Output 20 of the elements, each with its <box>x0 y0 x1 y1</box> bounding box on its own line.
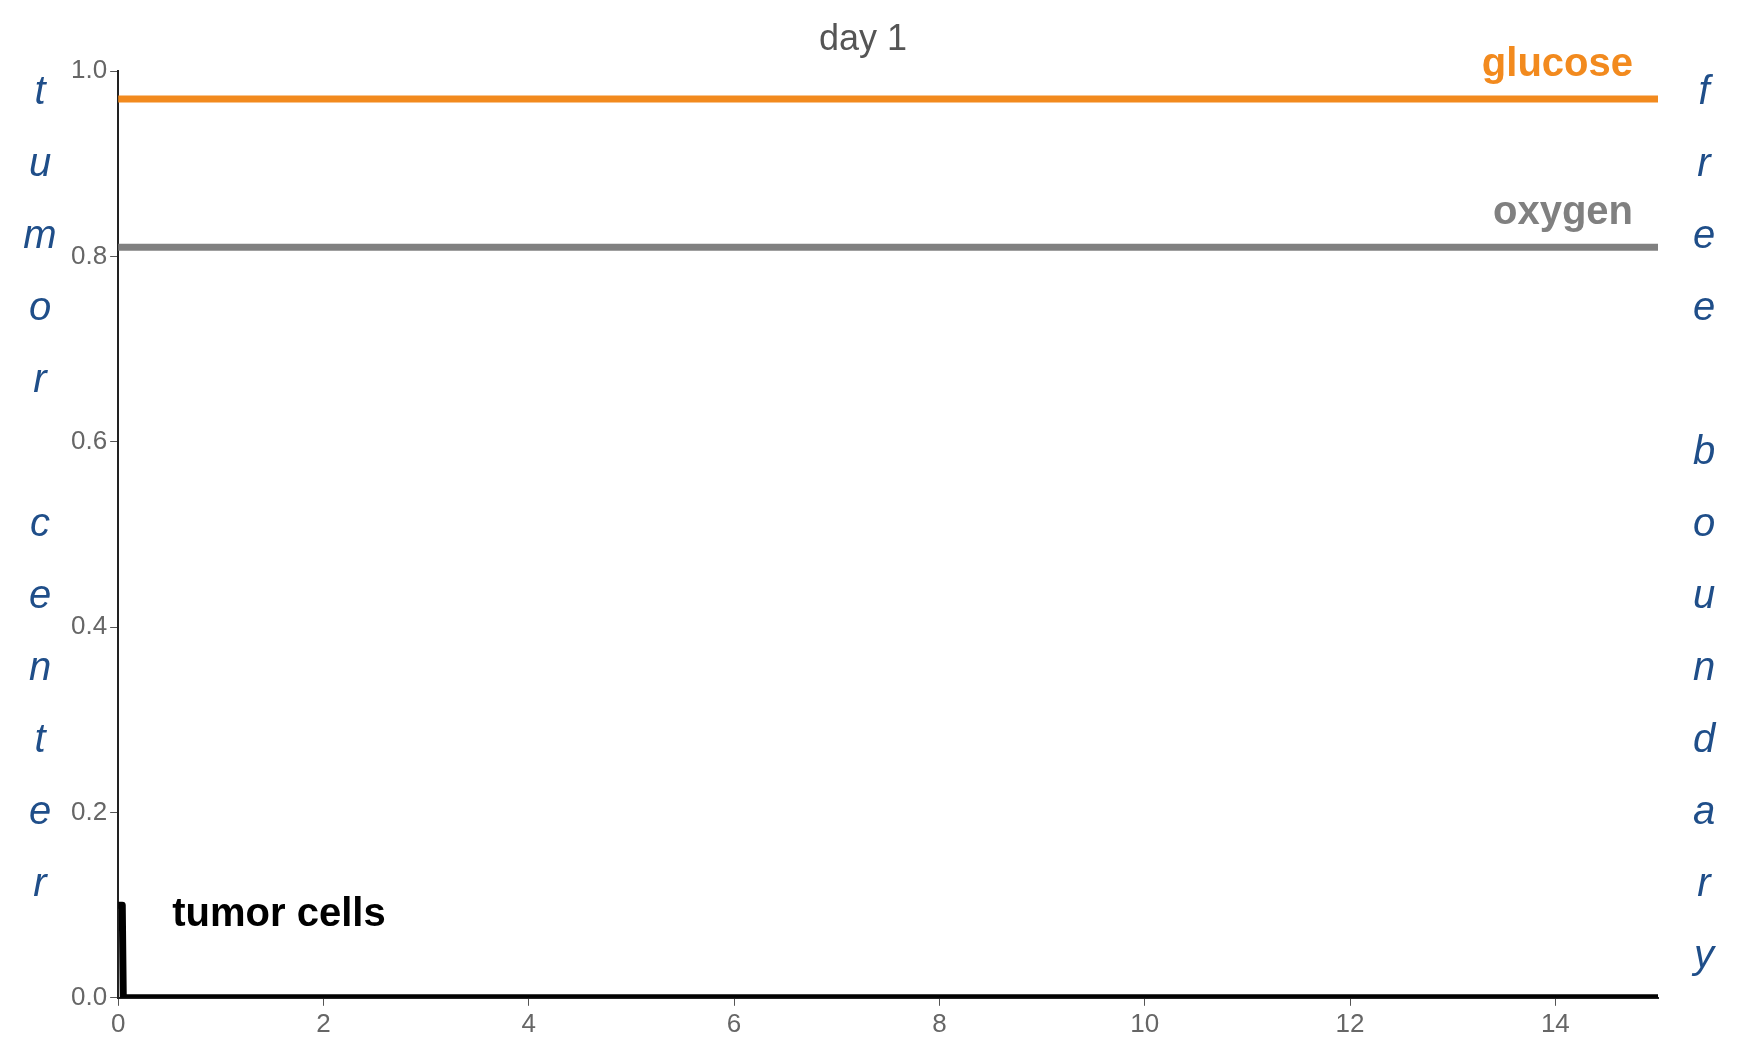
y-tick-label: 0.2 <box>70 795 108 826</box>
x-tick-label: 14 <box>1540 1007 1570 1038</box>
y-tick-label: 0.6 <box>70 425 108 456</box>
x-tick-label: 6 <box>726 1007 742 1038</box>
chart-title: day 1 <box>818 16 908 58</box>
x-tick-label: 2 <box>316 1007 331 1038</box>
series-label: oxygen <box>1492 188 1633 233</box>
series-label: glucose <box>1481 40 1633 85</box>
x-tick-label: 8 <box>932 1007 947 1038</box>
x-tick-label: 12 <box>1335 1007 1365 1038</box>
y2-axis-title: free boundary <box>1682 68 1726 1004</box>
series-label: tumor cells <box>172 890 386 935</box>
x-tick-label: 10 <box>1130 1007 1160 1038</box>
y-axis-title: tumor center <box>18 68 62 932</box>
x-tick-label: 4 <box>521 1007 537 1038</box>
y-tick-label: 0.4 <box>70 610 108 641</box>
y-tick-label: 1.0 <box>70 54 108 85</box>
x-tick-label: 0 <box>110 1007 126 1038</box>
y-tick-label: 0.0 <box>70 980 108 1011</box>
y-tick-label: 0.8 <box>70 239 108 270</box>
